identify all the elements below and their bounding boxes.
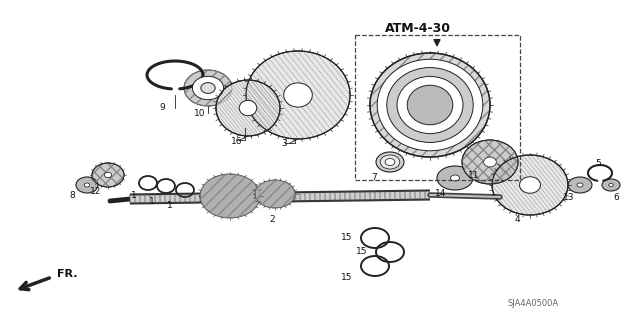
Ellipse shape <box>184 70 232 106</box>
Text: 4: 4 <box>514 216 520 225</box>
Ellipse shape <box>193 76 223 100</box>
Ellipse shape <box>92 163 124 187</box>
Ellipse shape <box>104 172 111 178</box>
Ellipse shape <box>255 180 295 208</box>
Ellipse shape <box>484 157 496 167</box>
Ellipse shape <box>407 85 453 125</box>
Ellipse shape <box>385 159 395 166</box>
Text: FR.: FR. <box>57 269 77 279</box>
Text: 2: 2 <box>269 216 275 225</box>
Ellipse shape <box>370 53 490 157</box>
Ellipse shape <box>201 83 215 93</box>
Ellipse shape <box>577 183 583 187</box>
Text: 16: 16 <box>231 137 243 145</box>
Ellipse shape <box>246 51 350 139</box>
Text: 15: 15 <box>356 247 368 256</box>
Text: 9: 9 <box>159 103 165 113</box>
Text: 15: 15 <box>341 233 353 241</box>
Ellipse shape <box>239 100 257 116</box>
Ellipse shape <box>380 155 400 169</box>
Ellipse shape <box>602 179 620 191</box>
Text: 7: 7 <box>371 174 377 182</box>
Text: 1: 1 <box>131 191 137 201</box>
Ellipse shape <box>609 183 613 187</box>
Ellipse shape <box>451 175 460 181</box>
Text: 1: 1 <box>149 197 155 205</box>
Text: 13: 13 <box>563 192 575 202</box>
Ellipse shape <box>568 177 592 193</box>
Text: 8: 8 <box>69 191 75 201</box>
Ellipse shape <box>376 152 404 172</box>
Ellipse shape <box>437 166 473 190</box>
Ellipse shape <box>216 80 280 136</box>
Text: 6: 6 <box>613 192 619 202</box>
Text: 5: 5 <box>595 159 601 167</box>
Text: ATM-4-30: ATM-4-30 <box>385 22 451 35</box>
Ellipse shape <box>200 174 260 218</box>
Ellipse shape <box>84 183 90 187</box>
Text: 10: 10 <box>195 109 205 118</box>
Bar <box>355 35 520 180</box>
Ellipse shape <box>76 177 98 193</box>
Ellipse shape <box>397 76 463 134</box>
Text: 15: 15 <box>341 273 353 283</box>
Text: SJA4A0500A: SJA4A0500A <box>508 299 559 308</box>
Ellipse shape <box>377 59 483 151</box>
Ellipse shape <box>284 83 312 107</box>
Ellipse shape <box>462 140 518 184</box>
Text: 11: 11 <box>468 172 480 181</box>
Text: 12: 12 <box>90 187 102 196</box>
Ellipse shape <box>387 68 473 143</box>
Text: 1: 1 <box>167 202 173 211</box>
Text: 14: 14 <box>435 189 447 197</box>
Ellipse shape <box>520 177 540 193</box>
Ellipse shape <box>492 155 568 215</box>
Text: 3: 3 <box>281 139 287 149</box>
